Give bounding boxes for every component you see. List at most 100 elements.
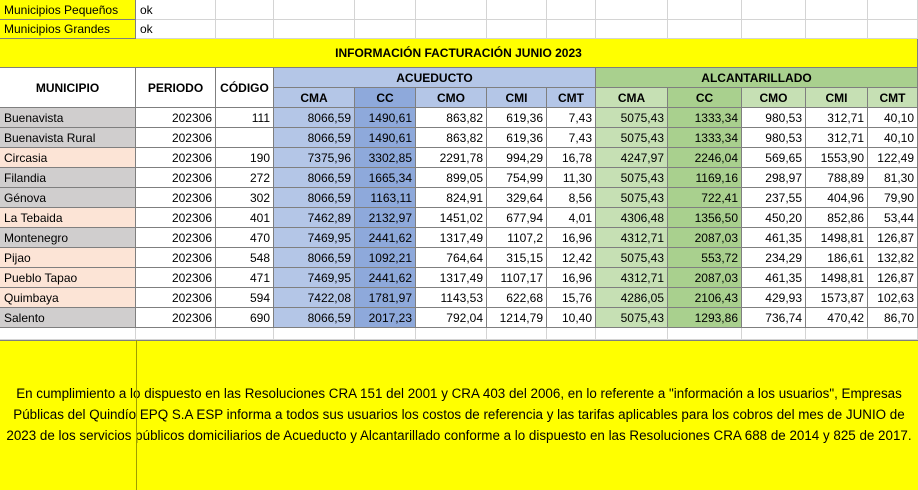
header-periodo[interactable]: PERIODO <box>136 68 216 108</box>
codigo-cell[interactable]: 401 <box>216 208 274 228</box>
alcantarillado-value[interactable]: 5075,43 <box>596 128 668 148</box>
alcantarillado-value[interactable]: 569,65 <box>742 148 806 168</box>
acueducto-value[interactable]: 619,36 <box>487 108 547 128</box>
empty-cell[interactable] <box>742 20 806 39</box>
acueducto-value[interactable]: 8066,59 <box>274 308 355 328</box>
header-acueducto-col[interactable]: CMO <box>416 88 487 108</box>
header-alcantarillado-col[interactable]: CC <box>668 88 742 108</box>
municipio-cell[interactable]: Buenavista Rural <box>0 128 136 148</box>
acueducto-value[interactable]: 1490,61 <box>355 128 416 148</box>
periodo-cell[interactable]: 202306 <box>136 288 216 308</box>
notice-box[interactable]: En cumplimiento a lo dispuesto en las Re… <box>0 340 918 490</box>
alcantarillado-value[interactable]: 1333,34 <box>668 108 742 128</box>
acueducto-value[interactable]: 3302,85 <box>355 148 416 168</box>
acueducto-value[interactable]: 7462,89 <box>274 208 355 228</box>
alcantarillado-value[interactable]: 2087,03 <box>668 228 742 248</box>
acueducto-value[interactable]: 16,78 <box>547 148 596 168</box>
acueducto-value[interactable]: 1781,97 <box>355 288 416 308</box>
alcantarillado-value[interactable]: 1553,90 <box>806 148 868 168</box>
empty-cell[interactable] <box>136 328 216 340</box>
alcantarillado-value[interactable]: 4312,71 <box>596 228 668 248</box>
empty-cell[interactable] <box>416 20 487 39</box>
acueducto-value[interactable]: 677,94 <box>487 208 547 228</box>
alcantarillado-value[interactable]: 2106,43 <box>668 288 742 308</box>
codigo-cell[interactable]: 471 <box>216 268 274 288</box>
alcantarillado-value[interactable]: 788,89 <box>806 168 868 188</box>
alcantarillado-value[interactable]: 53,44 <box>868 208 918 228</box>
acueducto-value[interactable]: 1490,61 <box>355 108 416 128</box>
alcantarillado-value[interactable]: 2087,03 <box>668 268 742 288</box>
periodo-cell[interactable]: 202306 <box>136 168 216 188</box>
codigo-cell[interactable]: 190 <box>216 148 274 168</box>
acueducto-value[interactable]: 15,76 <box>547 288 596 308</box>
alcantarillado-value[interactable]: 4312,71 <box>596 268 668 288</box>
alcantarillado-value[interactable]: 312,71 <box>806 108 868 128</box>
municipio-cell[interactable]: La Tebaida <box>0 208 136 228</box>
header-acueducto-col[interactable]: CC <box>355 88 416 108</box>
empty-cell[interactable] <box>596 0 668 20</box>
acueducto-value[interactable]: 4,01 <box>547 208 596 228</box>
empty-cell[interactable] <box>0 328 136 340</box>
acueducto-value[interactable]: 7422,08 <box>274 288 355 308</box>
codigo-cell[interactable]: 594 <box>216 288 274 308</box>
empty-cell[interactable] <box>216 20 274 39</box>
alcantarillado-value[interactable]: 1498,81 <box>806 268 868 288</box>
acueducto-value[interactable]: 315,15 <box>487 248 547 268</box>
alcantarillado-value[interactable]: 450,20 <box>742 208 806 228</box>
header-acueducto-col[interactable]: CMA <box>274 88 355 108</box>
alcantarillado-value[interactable]: 722,41 <box>668 188 742 208</box>
periodo-cell[interactable]: 202306 <box>136 148 216 168</box>
empty-cell[interactable] <box>216 0 274 20</box>
empty-cell[interactable] <box>487 328 547 340</box>
municipio-cell[interactable]: Pueblo Tapao <box>0 268 136 288</box>
acueducto-value[interactable]: 2132,97 <box>355 208 416 228</box>
acueducto-value[interactable]: 1451,02 <box>416 208 487 228</box>
acueducto-value[interactable]: 1143,53 <box>416 288 487 308</box>
acueducto-value[interactable]: 2441,62 <box>355 228 416 248</box>
codigo-cell[interactable]: 548 <box>216 248 274 268</box>
alcantarillado-value[interactable]: 5075,43 <box>596 248 668 268</box>
filter-value[interactable]: ok <box>136 20 216 39</box>
header-alcantarillado-col[interactable]: CMO <box>742 88 806 108</box>
empty-cell[interactable] <box>806 328 868 340</box>
acueducto-value[interactable]: 2291,78 <box>416 148 487 168</box>
empty-cell[interactable] <box>547 20 596 39</box>
codigo-cell[interactable]: 111 <box>216 108 274 128</box>
alcantarillado-value[interactable]: 461,35 <box>742 228 806 248</box>
periodo-cell[interactable]: 202306 <box>136 308 216 328</box>
acueducto-value[interactable]: 1163,11 <box>355 188 416 208</box>
acueducto-value[interactable]: 1107,17 <box>487 268 547 288</box>
acueducto-value[interactable]: 8,56 <box>547 188 596 208</box>
alcantarillado-value[interactable]: 1169,16 <box>668 168 742 188</box>
acueducto-value[interactable]: 16,96 <box>547 228 596 248</box>
alcantarillado-value[interactable]: 404,96 <box>806 188 868 208</box>
alcantarillado-value[interactable]: 2246,04 <box>668 148 742 168</box>
acueducto-value[interactable]: 2441,62 <box>355 268 416 288</box>
codigo-cell[interactable]: 690 <box>216 308 274 328</box>
empty-cell[interactable] <box>668 20 742 39</box>
acueducto-value[interactable]: 8066,59 <box>274 248 355 268</box>
alcantarillado-value[interactable]: 298,97 <box>742 168 806 188</box>
filter-label[interactable]: Municipios Grandes <box>0 20 136 39</box>
acueducto-value[interactable]: 12,42 <box>547 248 596 268</box>
codigo-cell[interactable]: 470 <box>216 228 274 248</box>
alcantarillado-value[interactable]: 429,93 <box>742 288 806 308</box>
empty-cell[interactable] <box>868 0 918 20</box>
acueducto-value[interactable]: 792,04 <box>416 308 487 328</box>
alcantarillado-value[interactable]: 5075,43 <box>596 168 668 188</box>
alcantarillado-value[interactable]: 81,30 <box>868 168 918 188</box>
acueducto-value[interactable]: 7,43 <box>547 108 596 128</box>
municipio-cell[interactable]: Circasia <box>0 148 136 168</box>
acueducto-value[interactable]: 7,43 <box>547 128 596 148</box>
alcantarillado-value[interactable]: 40,10 <box>868 128 918 148</box>
empty-cell[interactable] <box>868 328 918 340</box>
empty-cell[interactable] <box>216 328 274 340</box>
empty-cell[interactable] <box>547 328 596 340</box>
empty-cell[interactable] <box>806 20 868 39</box>
alcantarillado-value[interactable]: 4306,48 <box>596 208 668 228</box>
alcantarillado-value[interactable]: 461,35 <box>742 268 806 288</box>
empty-cell[interactable] <box>487 0 547 20</box>
alcantarillado-value[interactable]: 1498,81 <box>806 228 868 248</box>
acueducto-value[interactable]: 8066,59 <box>274 168 355 188</box>
acueducto-value[interactable]: 1092,21 <box>355 248 416 268</box>
